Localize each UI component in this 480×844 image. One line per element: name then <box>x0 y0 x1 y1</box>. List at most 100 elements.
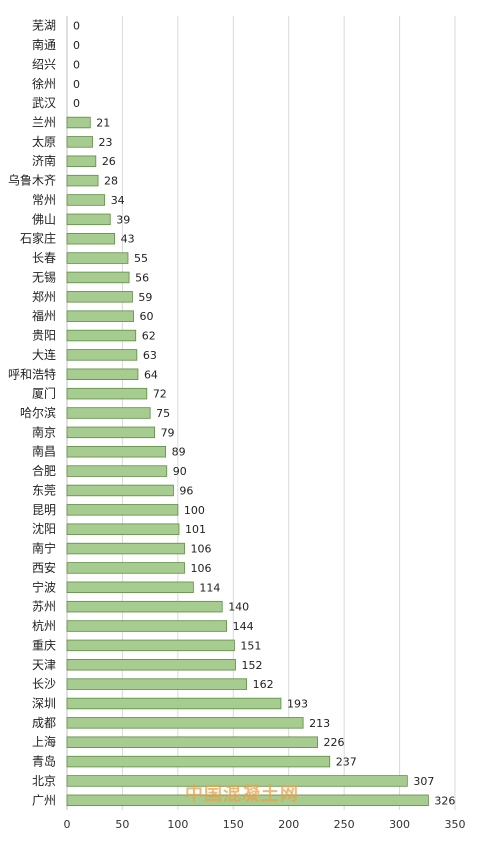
value-label: 162 <box>253 678 274 691</box>
bar <box>66 387 148 400</box>
x-tick-label-50: 50 <box>115 818 129 831</box>
x-tick-label-350: 350 <box>445 818 466 831</box>
category-label: 呼和浩特 <box>8 366 56 381</box>
x-tick-labels: 0 50 100 150 200 250 300 350 <box>64 818 466 831</box>
value-label: 106 <box>191 562 212 575</box>
bar <box>66 426 155 439</box>
grid-lines <box>66 16 456 810</box>
bar <box>66 194 106 206</box>
bar <box>66 600 223 613</box>
bar <box>66 562 185 574</box>
value-label: 140 <box>228 601 249 614</box>
bar <box>66 504 179 516</box>
value-label: 62 <box>142 330 156 343</box>
value-label: 226 <box>324 736 345 749</box>
category-label: 杭州 <box>32 618 56 633</box>
category-label: 济南 <box>32 153 56 168</box>
bar <box>66 116 91 129</box>
category-labels: 芜湖南通绍兴徐州武汉兰州太原济南乌鲁木齐常州佛山石家庄长春无锡郑州福州贵阳大连呼… <box>8 18 56 808</box>
value-label: 89 <box>172 446 186 459</box>
bar <box>66 581 194 594</box>
value-label: 96 <box>179 484 193 497</box>
value-label: 326 <box>434 794 455 807</box>
category-label: 南昌 <box>32 444 56 459</box>
value-label: 28 <box>104 175 118 188</box>
value-label: 79 <box>161 426 175 439</box>
category-label: 大连 <box>32 347 56 362</box>
bar <box>66 291 133 303</box>
value-label: 237 <box>336 756 357 769</box>
value-label: 100 <box>184 504 205 517</box>
value-label: 59 <box>138 291 152 304</box>
category-label: 无锡 <box>32 269 56 284</box>
value-label: 34 <box>111 194 125 207</box>
category-label: 徐州 <box>32 76 56 91</box>
category-label: 石家庄 <box>20 231 56 246</box>
bar <box>66 736 318 748</box>
value-labels: 0 0 0 0 0 21 23 26 28 34 39 43 55 56 59 60 62 63 64 72 75 79 8… <box>73 20 455 808</box>
bar <box>66 329 137 342</box>
bar <box>66 794 429 807</box>
category-label: 南通 <box>32 37 56 52</box>
value-label: 23 <box>98 136 112 149</box>
category-label: 青岛 <box>32 754 56 769</box>
category-label: 南京 <box>32 424 56 439</box>
bar <box>66 717 304 729</box>
value-label: 0 <box>73 97 80 110</box>
category-label: 上海 <box>32 734 56 749</box>
value-label: 75 <box>156 407 170 420</box>
category-label: 哈尔滨 <box>20 405 56 420</box>
value-label: 213 <box>309 717 330 730</box>
bar <box>66 174 99 187</box>
value-label: 151 <box>240 639 261 652</box>
value-label: 0 <box>73 39 80 52</box>
category-label: 南宁 <box>32 541 56 556</box>
x-tick-label-0: 0 <box>64 818 71 831</box>
category-label: 重庆 <box>32 638 56 652</box>
value-label: 144 <box>233 620 254 633</box>
bar <box>66 213 111 226</box>
bar <box>66 484 174 497</box>
x-tick-label-200: 200 <box>278 818 299 831</box>
value-label: 90 <box>173 465 187 478</box>
bar <box>66 136 93 148</box>
category-label: 武汉 <box>32 96 56 110</box>
bar <box>66 465 168 477</box>
category-label: 乌鲁木齐 <box>8 173 56 188</box>
bars <box>66 116 429 807</box>
value-label: 56 <box>135 271 149 284</box>
x-tick-label-250: 250 <box>334 818 355 831</box>
bar <box>66 446 167 458</box>
category-label: 芜湖 <box>32 18 56 33</box>
value-label: 193 <box>287 697 308 710</box>
bar <box>66 271 130 284</box>
category-label: 宁波 <box>32 579 56 594</box>
category-label: 西安 <box>32 560 56 575</box>
bar <box>66 252 129 264</box>
bar <box>66 407 151 419</box>
category-label: 苏州 <box>32 600 56 614</box>
value-label: 72 <box>153 388 167 401</box>
bar <box>66 310 134 322</box>
bar <box>66 639 235 652</box>
x-tick-label-150: 150 <box>223 818 244 831</box>
x-tick-label-100: 100 <box>167 818 188 831</box>
value-label: 63 <box>143 349 157 362</box>
category-label: 郑州 <box>32 289 56 304</box>
category-label: 深圳 <box>32 696 56 710</box>
category-label: 厦门 <box>32 386 56 401</box>
bar <box>66 349 138 361</box>
value-label: 60 <box>140 310 154 323</box>
bar <box>66 620 228 632</box>
value-label: 21 <box>96 117 110 130</box>
x-tick-label-300: 300 <box>389 818 410 831</box>
value-label: 0 <box>73 20 80 33</box>
value-label: 101 <box>185 523 206 536</box>
category-label: 广州 <box>32 793 56 807</box>
value-label: 152 <box>242 659 263 672</box>
bar <box>66 368 139 380</box>
value-label: 26 <box>102 155 116 168</box>
category-label: 成都 <box>32 716 56 730</box>
